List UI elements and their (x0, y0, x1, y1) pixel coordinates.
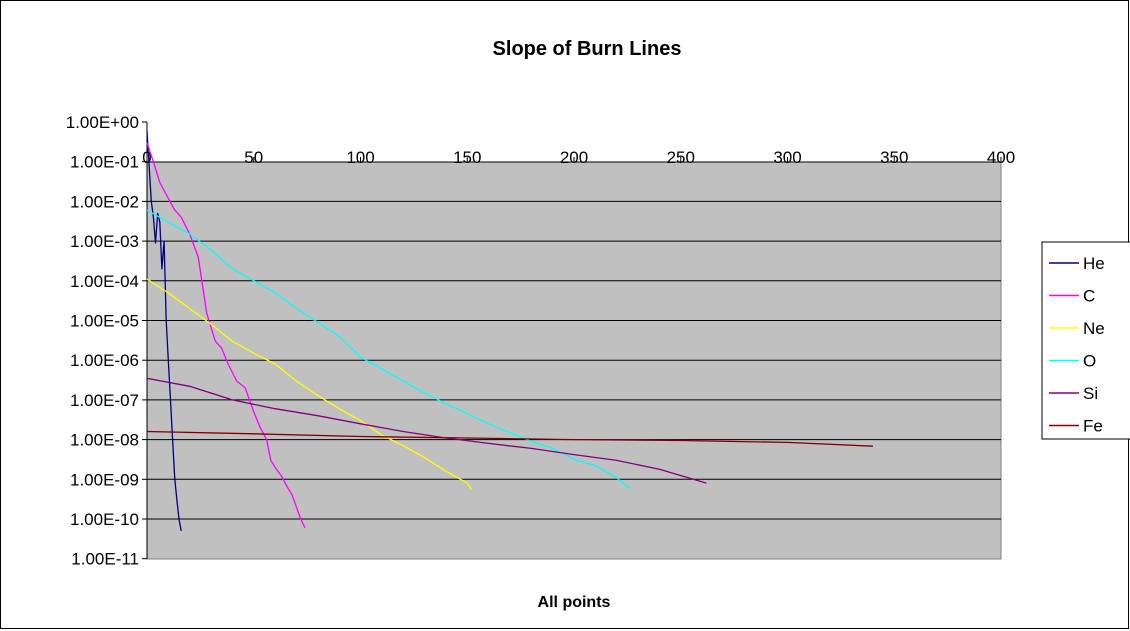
legend-label-he: He (1083, 254, 1105, 273)
y-tick-label: 1.00E-05 (70, 312, 139, 331)
x-tick-label: 350 (880, 148, 908, 167)
legend-label-fe: Fe (1083, 417, 1103, 436)
x-tick-label: 250 (667, 148, 695, 167)
y-axis: 1.00E+00 1.00E-01 1.00E-02 1.00E-03 1.00E-04… (66, 113, 148, 569)
y-tick-label: 1.00E-04 (70, 272, 139, 291)
series-line-si (146, 377, 707, 484)
y-tick-label: 1.00E-02 (70, 192, 139, 211)
series-layer (146, 130, 873, 532)
y-tick-label: 1.00E-01 (70, 153, 139, 172)
series-line-ne (146, 278, 473, 490)
x-tick-label: 100 (346, 148, 374, 167)
x-tick-label: 400 (987, 148, 1015, 167)
y-tick-label: 1.00E-03 (70, 232, 139, 251)
chart-title: Slope of Burn Lines (493, 38, 682, 60)
series-line-fe (146, 430, 873, 447)
series-line-c (146, 142, 306, 529)
y-tick-label: 1.00E-07 (70, 391, 139, 410)
y-tick-label: 1.00E-08 (70, 431, 139, 450)
legend-label-c: C (1083, 287, 1095, 306)
x-tick-label: 50 (244, 148, 263, 167)
legend-label-ne: Ne (1083, 319, 1105, 338)
x-tick-label: 0 (142, 148, 151, 167)
series-line-he (146, 130, 182, 532)
x-tick-label: 150 (453, 148, 481, 167)
y-tick-label: 1.00E-11 (71, 550, 139, 569)
gridlines (147, 200, 1001, 520)
y-tick-label: 1.00E-10 (70, 510, 139, 529)
y-tick-label: 1.00E+00 (66, 113, 139, 132)
x-axis-label: All points (538, 594, 611, 611)
x-tick-label: 300 (773, 148, 801, 167)
series-line-o (146, 209, 630, 489)
legend-label-o: O (1083, 352, 1096, 371)
x-axis: 0 50 100 150 200 250 300 350 400 (142, 148, 1015, 167)
legend-label-si: Si (1083, 384, 1098, 403)
legend: He C Ne O Si Fe (1041, 241, 1130, 440)
legend-box (1041, 241, 1130, 440)
y-tick-label: 1.00E-09 (70, 470, 139, 489)
x-tick-label: 200 (560, 148, 588, 167)
y-tick-label: 1.00E-06 (70, 351, 139, 370)
